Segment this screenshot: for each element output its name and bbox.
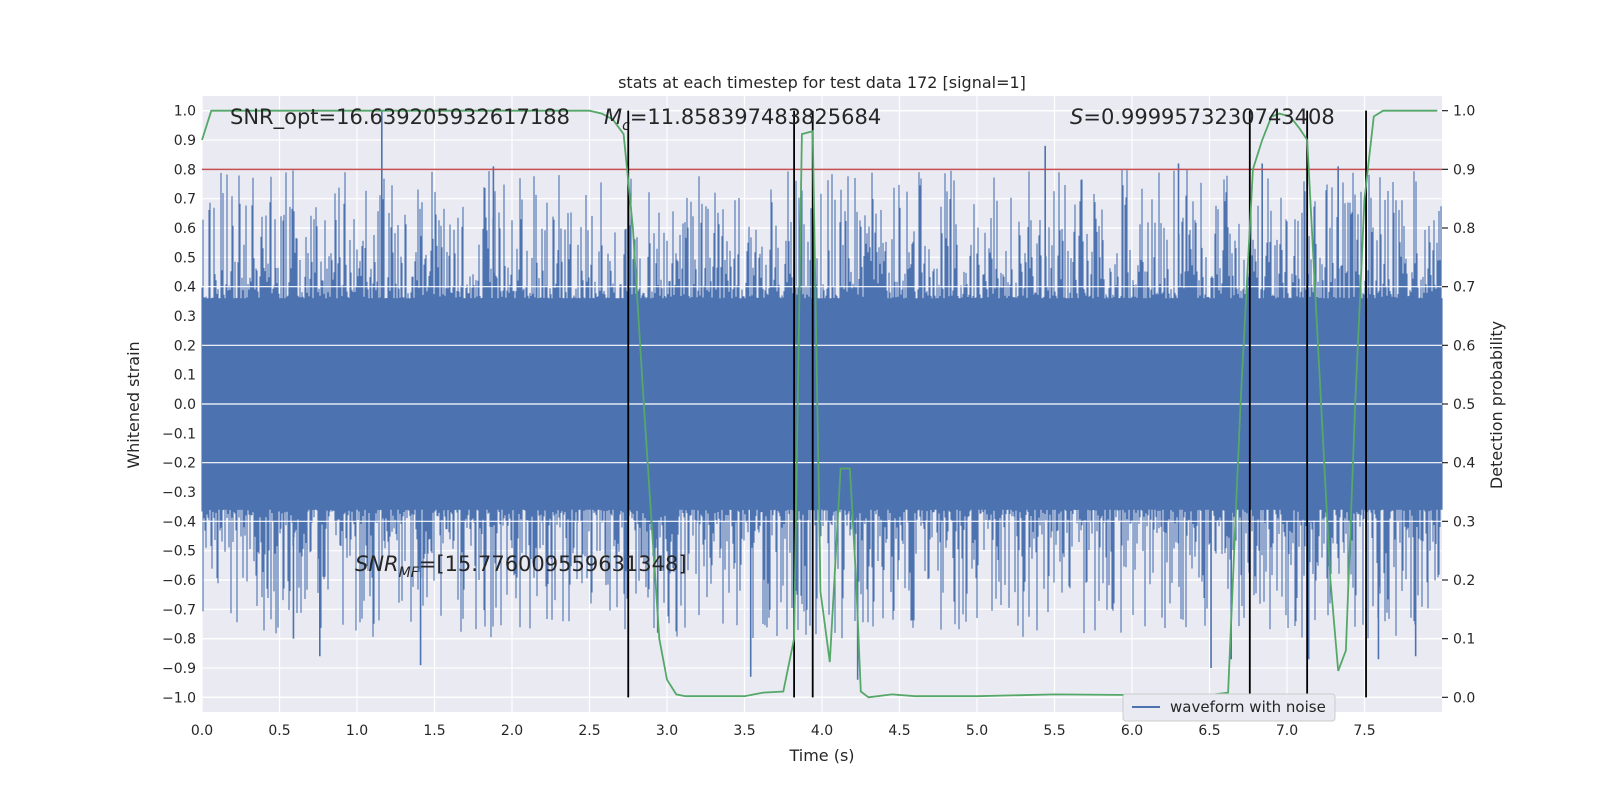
score-symbol: S — [1070, 105, 1083, 129]
y2-axis-label: Detection probability — [1487, 321, 1506, 489]
y2-tick-label: 0.3 — [1453, 514, 1475, 530]
chart-title: stats at each timestep for test data 172… — [618, 73, 1026, 92]
y-tick-label: −0.7 — [162, 602, 196, 618]
y-tick-label: 0.5 — [174, 250, 196, 266]
y-tick-label: 0.1 — [174, 368, 196, 384]
x-tick-label: 2.5 — [578, 723, 600, 739]
y-axis-label: Whitened strain — [124, 341, 143, 468]
x-tick-label: 5.0 — [966, 723, 988, 739]
snr-mf-symbol: SNR — [355, 552, 399, 576]
y2-tick-label: 0.1 — [1453, 632, 1475, 648]
y2-tick-label: 0.9 — [1453, 162, 1475, 178]
y-tick-label: 0.4 — [174, 280, 196, 296]
snr-opt-annotation: SNR_opt=16.639205932617188 — [230, 105, 570, 130]
y-tick-label: −0.3 — [162, 485, 196, 501]
y-tick-label: 0.9 — [174, 133, 196, 149]
y-tick-label: −1.0 — [162, 690, 196, 706]
score-annotation: S=0.9999573230743408 — [1070, 105, 1335, 129]
y2-tick-label: 0.6 — [1453, 338, 1475, 354]
waveform-series — [201, 110, 1443, 680]
y-tick-label: 0.0 — [174, 397, 196, 413]
x-tick-label: 1.5 — [423, 723, 445, 739]
x-tick-label: 1.0 — [346, 723, 368, 739]
y-tick-label: 0.6 — [174, 221, 196, 237]
y-tick-label: −0.5 — [162, 544, 196, 560]
x-tick-label: 4.0 — [811, 723, 833, 739]
legend-box — [1122, 693, 1336, 722]
y-tick-label: 1.0 — [174, 104, 196, 120]
x-tick-label: 5.5 — [1043, 723, 1065, 739]
y2-tick-label: 0.5 — [1453, 397, 1475, 413]
y-tick-label: 0.3 — [174, 309, 196, 325]
y2-tick-label: 0.8 — [1453, 221, 1475, 237]
score-value: =0.9999573230743408 — [1083, 105, 1334, 129]
y2-tick-label: 0.4 — [1453, 456, 1475, 472]
x-tick-label: 4.5 — [888, 723, 910, 739]
x-tick-label: 6.5 — [1198, 723, 1220, 739]
snr-mf-value: =[15.776009559631348] — [419, 552, 687, 576]
probability-line — [201, 109, 1438, 699]
y-tick-label: −0.8 — [162, 632, 196, 648]
y2-tick-label: 1.0 — [1453, 104, 1475, 120]
y-tick-label: 0.8 — [174, 162, 196, 178]
x-tick-label: 3.5 — [733, 723, 755, 739]
snr-mf-subscript: MF — [399, 565, 420, 581]
x-axis-label: Time (s) — [788, 746, 854, 765]
chirp-mass-value: =11.858397483825684 — [630, 105, 881, 129]
x-tick-label: 2.0 — [501, 723, 523, 739]
axes: 0.0 0.5 1.0 1.5 2.0 2.5 3.0 3.5 4.0 4.5 5.0 5.5 6.0 6… — [162, 104, 1475, 739]
x-tick-label: 7.0 — [1276, 723, 1298, 739]
overlay-layer — [201, 109, 1442, 699]
x-tick-label: 0.0 — [191, 723, 213, 739]
legend: waveform with noise — [1122, 693, 1336, 722]
y2-tick-label: 0.7 — [1453, 280, 1475, 296]
y-tick-label: −0.2 — [162, 456, 196, 472]
x-tick-label: 0.5 — [268, 723, 290, 739]
legend-label: waveform with noise — [1170, 698, 1326, 716]
snr-mf-annotation: SNRMF=[15.776009559631348] — [355, 552, 687, 581]
y-tick-label: −0.4 — [162, 514, 196, 530]
y-tick-label: −0.6 — [162, 573, 196, 589]
x-tick-label: 6.0 — [1121, 723, 1143, 739]
x-tick-label: 3.0 — [656, 723, 678, 739]
chirp-mass-subscript: c — [622, 118, 630, 134]
chirp-mass-symbol: M — [604, 105, 622, 129]
y2-tick-label: 0.0 — [1453, 690, 1475, 706]
y-tick-label: −0.9 — [162, 661, 196, 677]
chirp-mass-annotation: Mc=11.858397483825684 — [604, 105, 881, 134]
x-tick-label: 7.5 — [1353, 723, 1375, 739]
y-tick-label: 0.2 — [174, 338, 196, 354]
y-tick-label: 0.7 — [174, 192, 196, 208]
y2-tick-label: 0.2 — [1453, 573, 1475, 589]
y-tick-label: −0.1 — [162, 426, 196, 442]
